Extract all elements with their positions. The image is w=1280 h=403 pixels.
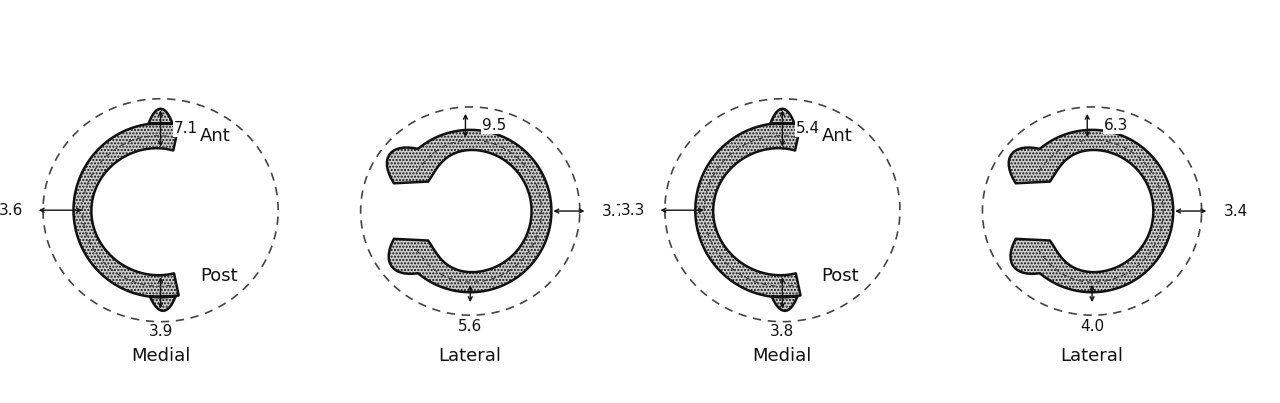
Text: Lateral: Lateral xyxy=(1061,347,1124,365)
Text: Ant: Ant xyxy=(200,127,230,145)
Text: 3.7: 3.7 xyxy=(602,204,626,218)
Text: Medial: Medial xyxy=(131,347,191,365)
Text: 6.3: 6.3 xyxy=(1103,118,1128,133)
Text: 4.0: 4.0 xyxy=(1080,319,1105,334)
Text: Post: Post xyxy=(822,266,859,285)
Text: 3.9: 3.9 xyxy=(148,324,173,339)
Text: 5.4: 5.4 xyxy=(795,121,819,136)
Text: 3.8: 3.8 xyxy=(771,324,795,339)
Polygon shape xyxy=(387,130,552,292)
Text: 5.6: 5.6 xyxy=(458,319,483,334)
Text: 7.1: 7.1 xyxy=(174,121,198,136)
Text: 3.4: 3.4 xyxy=(1224,204,1248,218)
Polygon shape xyxy=(73,109,179,311)
Text: Lateral: Lateral xyxy=(439,347,502,365)
Text: Ant: Ant xyxy=(822,127,852,145)
Text: 9.5: 9.5 xyxy=(481,118,506,133)
Text: Post: Post xyxy=(200,266,237,285)
Polygon shape xyxy=(1009,130,1174,292)
Text: Medial: Medial xyxy=(753,347,812,365)
Text: 3.6: 3.6 xyxy=(0,203,23,218)
Polygon shape xyxy=(695,109,800,311)
Text: 3.3: 3.3 xyxy=(621,203,645,218)
